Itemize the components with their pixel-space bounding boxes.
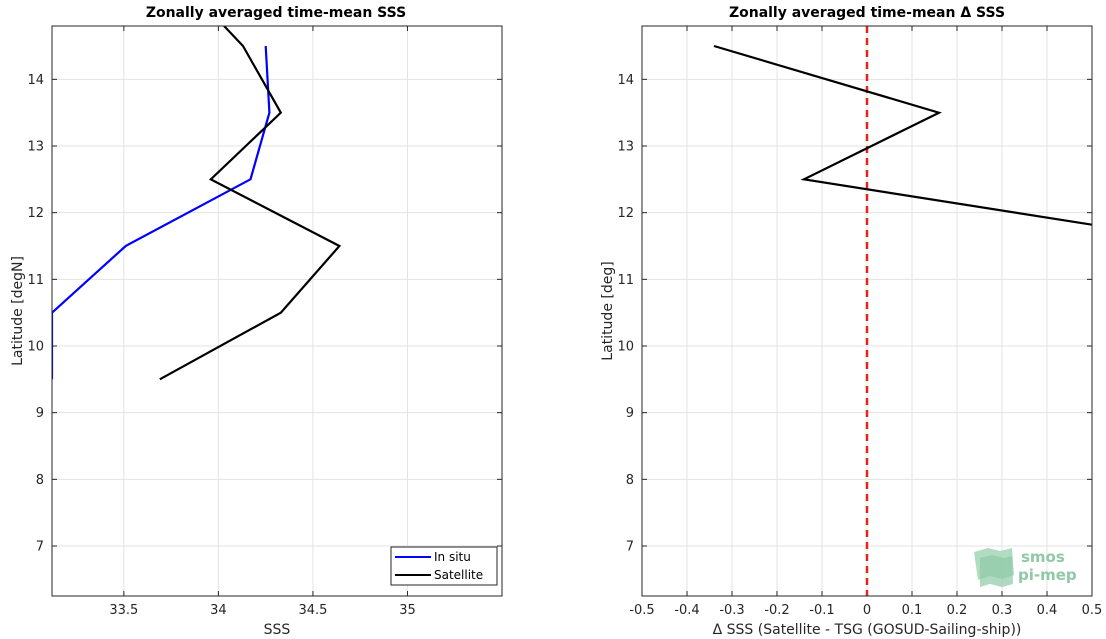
chart-title: Zonally averaged time-mean SSS [146,5,406,21]
logo-shape [980,555,1013,587]
x-tick-label: -0.4 [674,603,699,618]
y-tick-label: 10 [617,340,634,355]
y-tick-label: 7 [626,540,634,555]
x-tick-label: 0.4 [1037,603,1058,618]
y-tick-label: 14 [27,73,44,88]
grid [52,26,502,596]
smos-pi-mep-logo: smos pi-mep [974,548,1077,587]
legend-box [390,546,498,586]
x-tick-label: 35 [399,603,416,618]
x-tick-labels: 33.5 34 34.5 35 [109,603,415,618]
y-tick-labels: 7 8 9 10 11 12 13 14 [27,73,44,555]
x-tick-label: 33.5 [109,603,138,618]
plot-frame [51,25,503,597]
legend-label-satellite: Satellite [434,568,483,582]
legend: In situ Satellite [390,546,498,586]
logo-text: smos [1021,548,1065,566]
y-tick-label: 13 [27,140,44,155]
y-tick-label: 11 [27,273,44,288]
sss-panel: Zonally averaged time-mean SSS 33.5 34 34.… [10,5,503,638]
plot-frame [641,25,1093,597]
y-tick-label: 9 [36,406,44,421]
x-tick-label: -0.2 [764,603,789,618]
x-axis-label: SSS [264,622,291,638]
y-tick-label: 12 [27,206,44,221]
x-tick-label: 0.1 [902,603,923,618]
x-axis-label: Δ SSS (Satellite - TSG (GOSUD-Sailing-sh… [713,622,1022,638]
x-tick-label: 0.2 [947,603,968,618]
x-tick-label: 0.3 [992,603,1013,618]
logo-text: pi-mep [1018,566,1077,584]
y-tick-label: 7 [36,540,44,555]
x-tick-label: -0.3 [719,603,744,618]
x-tick-label: 0 [863,603,871,618]
x-tick-label: -0.5 [629,603,654,618]
y-tick-label: 8 [626,473,634,488]
y-axis-label: Latitude [deg] [600,261,616,360]
x-tick-label: 34 [210,603,227,618]
x-tick-label: -0.1 [809,603,834,618]
y-tick-label: 9 [626,406,634,421]
y-tick-label: 13 [617,140,634,155]
delta-sss-panel: Zonally averaged time-mean Δ SSS -0.5 -0.… [600,5,1102,638]
series-line-satellite [159,26,342,381]
y-tick-labels: 7 8 9 10 11 12 13 14 [617,73,634,555]
series-line-in-situ [52,45,271,380]
chart-title: Zonally averaged time-mean Δ SSS [729,5,1005,21]
series-line [713,44,1092,226]
series-lines [52,26,342,381]
x-tick-label: 0.5 [1082,603,1103,618]
y-tick-label: 10 [27,340,44,355]
y-tick-label: 11 [617,273,634,288]
y-axis-label: Latitude [degN] [10,256,26,366]
y-tick-label: 12 [617,206,634,221]
y-tick-label: 8 [36,473,44,488]
series-lines [713,44,1092,226]
y-tick-label: 14 [617,73,634,88]
legend-label-in-situ: In situ [434,550,471,564]
x-tick-label: 34.5 [298,603,327,618]
x-tick-labels: -0.5 -0.4 -0.3 -0.2 -0.1 0 0.1 0.2 0.3 0.4 0.5 [629,603,1102,618]
